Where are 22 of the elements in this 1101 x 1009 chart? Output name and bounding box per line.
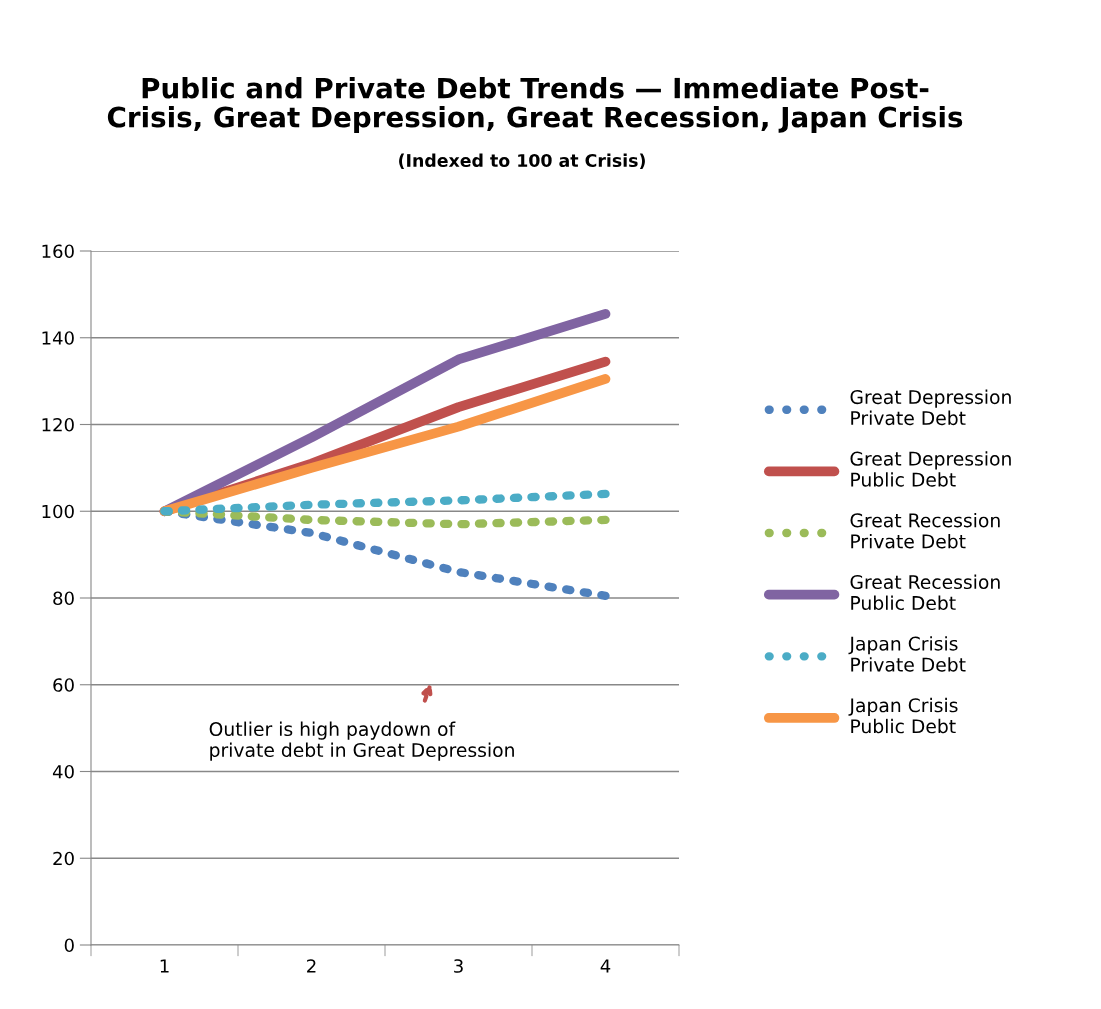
legend-label: Great Recession Public Debt (850, 574, 1000, 611)
x-tick-label: 2 (307, 959, 316, 973)
x-tick-label: 3 (454, 959, 463, 973)
y-tick-label: 60 (53, 678, 74, 692)
annotation: Outlier is high paydown of private debt in Great Depression (209, 721, 514, 761)
y-tick-label: 160 (42, 244, 74, 259)
x-tick-label: 4 (600, 959, 611, 973)
y-tick-label: 140 (42, 331, 74, 345)
chart-subtitle: (Indexed to 100 at Crisis) (399, 153, 645, 170)
y-tick-label: 40 (52, 764, 74, 779)
legend-label: Great Recession Private Debt (850, 512, 1000, 549)
legend-label: Great Depression Private Debt (850, 389, 1011, 426)
y-tick-label: 100 (42, 504, 74, 519)
chart-title: Public and Private Debt Trends — Immediate Post- Crisis, Great Depression, Great Recession, Japan Crisis (107, 77, 963, 133)
legend-label: Japan Crisis Private Debt (848, 636, 966, 672)
legend-label: Great Depression Public Debt (850, 451, 1011, 487)
y-tick-label: 20 (53, 851, 74, 866)
legend-label: Japan Crisis Public Debt (848, 697, 958, 734)
y-tick-label: 0 (64, 938, 74, 953)
x-tick-label: 1 (160, 959, 169, 973)
y-tick-label: 80 (53, 591, 74, 606)
y-tick-label: 120 (42, 417, 74, 432)
